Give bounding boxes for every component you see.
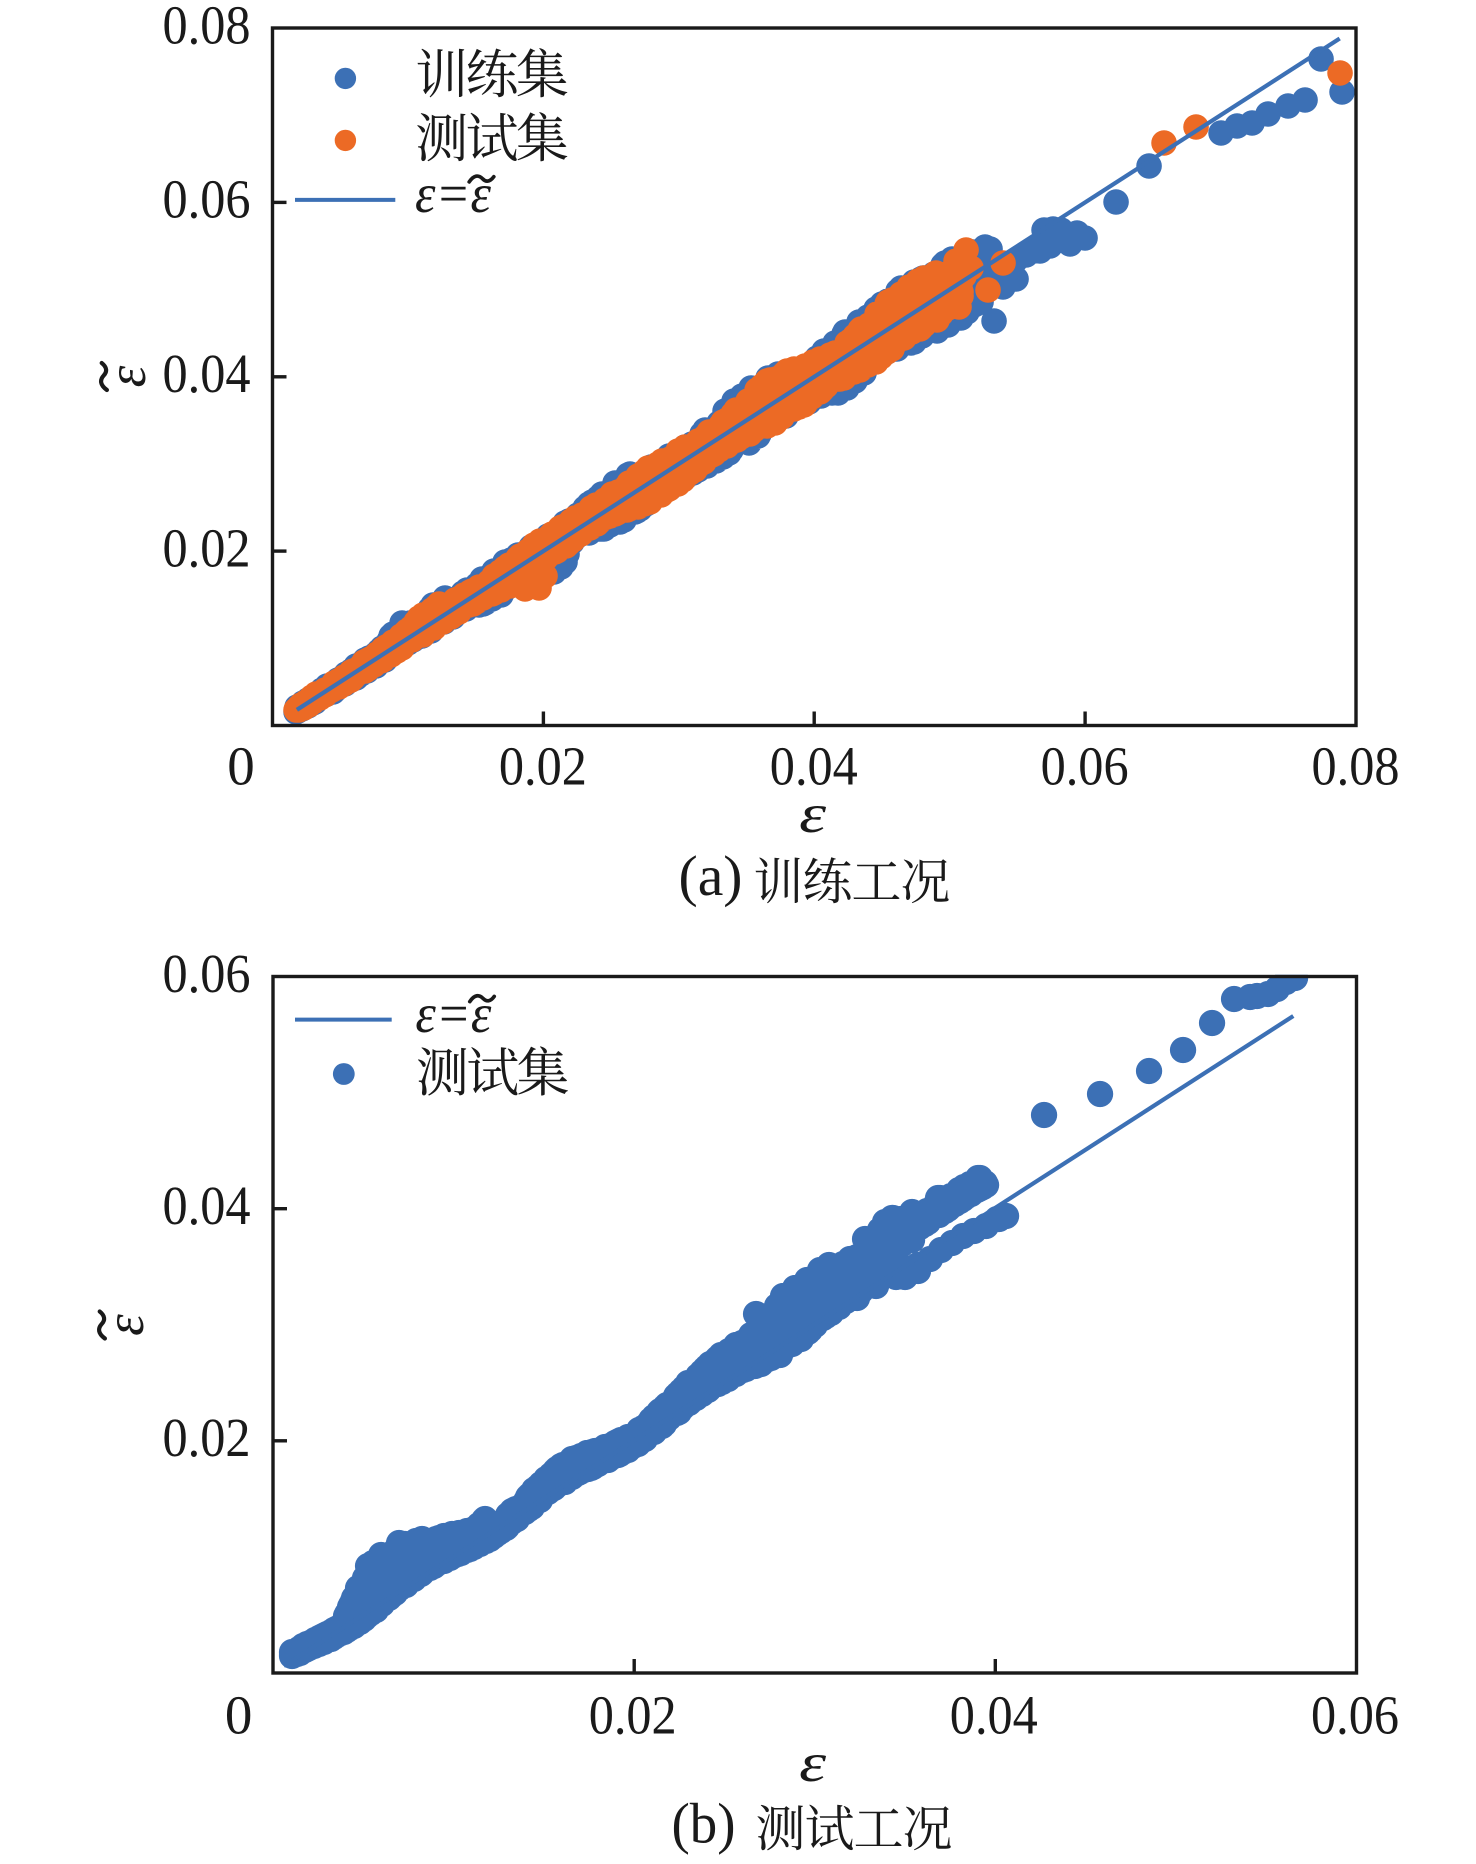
svg-text:0.06: 0.06 [1311, 1685, 1399, 1746]
svg-text:ε: ε [96, 365, 157, 387]
svg-text:0.08: 0.08 [1312, 736, 1400, 797]
svg-text:0.02: 0.02 [163, 517, 251, 578]
svg-text:0.02: 0.02 [589, 1685, 677, 1746]
svg-text:0.02: 0.02 [499, 736, 587, 797]
svg-text:0.06: 0.06 [163, 169, 251, 230]
svg-text:ε=ε: ε=ε [415, 163, 491, 224]
svg-text:0.04: 0.04 [770, 736, 858, 797]
svg-text:(a): (a) [679, 845, 743, 908]
svg-text:ε: ε [799, 1732, 826, 1793]
svg-text:0.04: 0.04 [163, 1175, 251, 1236]
svg-text:ε: ε [94, 1314, 155, 1336]
svg-text:0.04: 0.04 [163, 343, 251, 404]
svg-text:0: 0 [225, 1685, 253, 1746]
svg-text:ε: ε [799, 783, 826, 844]
svg-text:0.02: 0.02 [163, 1407, 251, 1468]
svg-text:0.06: 0.06 [1041, 736, 1129, 797]
svg-text:0.06: 0.06 [163, 943, 251, 1004]
svg-text:(b): (b) [672, 1793, 736, 1856]
svg-text:0.04: 0.04 [950, 1685, 1038, 1746]
svg-text:ε=ε: ε=ε [415, 983, 491, 1044]
svg-text:0.08: 0.08 [163, 0, 251, 55]
svg-text:0: 0 [227, 736, 255, 797]
